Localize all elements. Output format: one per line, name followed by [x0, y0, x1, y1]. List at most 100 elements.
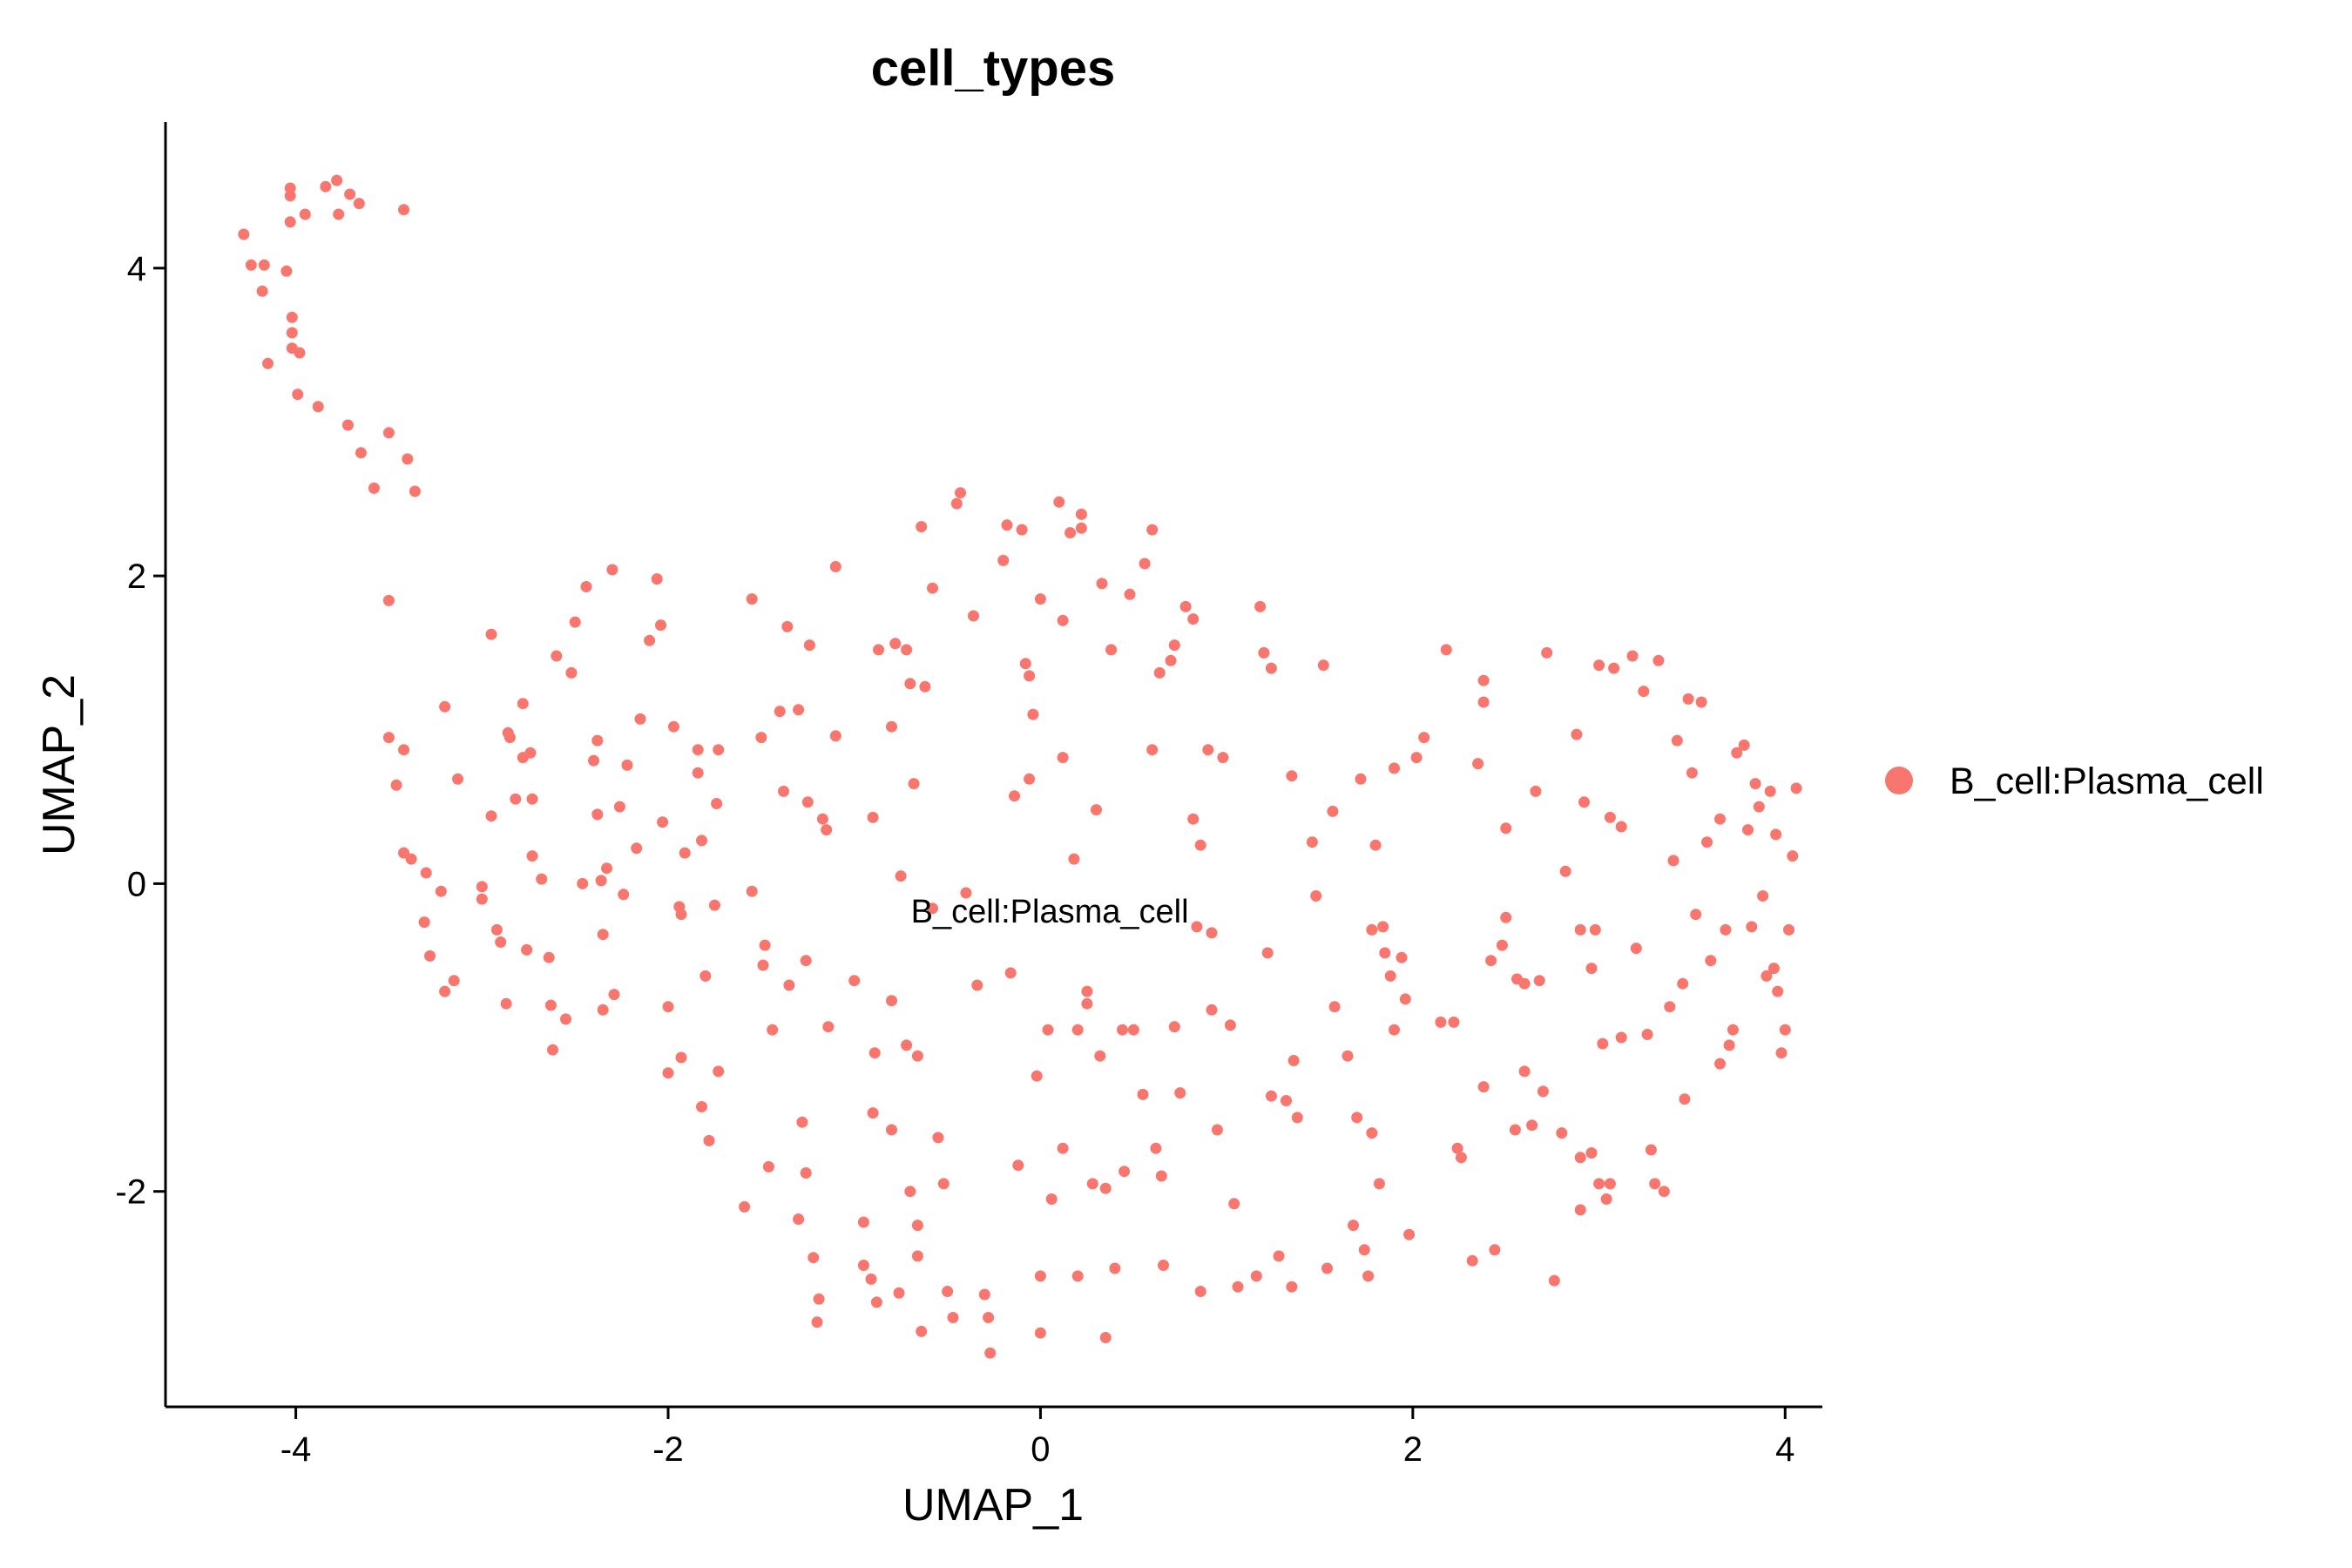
data-point [1574, 923, 1586, 936]
data-point [1682, 693, 1694, 705]
data-point [1317, 659, 1329, 672]
data-point [1228, 1198, 1240, 1210]
data-point [1767, 963, 1780, 975]
data-point [927, 902, 938, 915]
data-point [238, 228, 250, 240]
data-point [1548, 1274, 1560, 1287]
data-point [292, 389, 304, 401]
data-point [1206, 927, 1218, 939]
data-point [1024, 773, 1036, 785]
data-point [1667, 855, 1680, 867]
x-tick-label: -4 [280, 1430, 312, 1469]
cluster-label: B_cell:Plasma_cell [911, 894, 1189, 930]
data-point [857, 1260, 869, 1271]
data-point [1373, 1178, 1385, 1190]
data-point [1664, 1001, 1676, 1013]
data-point [312, 401, 324, 413]
data-point [333, 208, 345, 220]
data-point [1389, 762, 1400, 774]
data-point [1265, 1090, 1277, 1102]
data-point [1086, 1178, 1098, 1190]
data-point [485, 810, 497, 822]
data-point [1137, 1088, 1149, 1100]
data-point [1686, 767, 1698, 779]
data-point [405, 853, 417, 865]
data-point [1146, 744, 1159, 756]
data-point [1258, 646, 1270, 659]
data-point [1779, 1024, 1791, 1036]
data-point [873, 644, 884, 656]
data-point [1585, 1147, 1598, 1159]
data-point [803, 639, 815, 652]
data-point [1081, 985, 1093, 997]
data-point [286, 311, 298, 323]
data-point [569, 616, 581, 628]
data-point [1604, 811, 1616, 823]
data-point [608, 989, 620, 1001]
data-point [1099, 1182, 1112, 1194]
data-point [1500, 822, 1512, 835]
data-point [800, 955, 812, 967]
data-point [767, 1024, 779, 1036]
data-point [1638, 686, 1650, 698]
data-point [822, 1021, 835, 1033]
data-point [1770, 828, 1782, 841]
data-point [1094, 1050, 1106, 1062]
data-point [1034, 1270, 1046, 1282]
data-point [1518, 1065, 1531, 1078]
data-point [1194, 1286, 1206, 1297]
data-point [1153, 666, 1166, 679]
data-point [510, 793, 522, 805]
data-point [713, 1065, 725, 1078]
data-point [1761, 970, 1773, 982]
data-point [588, 754, 599, 767]
data-point [1250, 1270, 1262, 1282]
data-point [696, 1101, 707, 1112]
x-tick-label: 4 [1775, 1430, 1794, 1469]
data-point [1075, 508, 1087, 520]
data-point [1075, 522, 1087, 534]
data-point [1281, 1095, 1292, 1106]
data-point [800, 1167, 812, 1179]
data-point [1019, 658, 1031, 670]
data-point [634, 713, 646, 725]
data-point [937, 1178, 950, 1190]
data-point [711, 798, 723, 809]
data-point [1291, 1112, 1303, 1124]
data-point [631, 842, 643, 855]
data-point [420, 867, 432, 879]
data-point [1179, 600, 1192, 612]
data-point [893, 1287, 905, 1299]
data-point [916, 521, 928, 533]
data-point [1466, 1254, 1478, 1267]
data-point [739, 1200, 751, 1213]
data-point [390, 779, 402, 791]
data-point [829, 730, 841, 742]
data-point [759, 939, 771, 951]
data-point [1500, 911, 1512, 923]
data-point [402, 453, 414, 465]
data-point [618, 889, 630, 901]
data-point [591, 808, 604, 821]
data-point [355, 447, 367, 459]
data-point [1753, 801, 1765, 813]
data-point [1448, 1016, 1460, 1028]
data-point [1071, 1024, 1084, 1036]
data-point [1509, 1124, 1521, 1136]
data-point [1472, 758, 1484, 770]
data-point [1658, 1186, 1670, 1198]
chart-title: cell_types [871, 40, 1116, 97]
data-point [978, 1288, 990, 1301]
data-point [613, 801, 625, 813]
data-point [911, 1050, 923, 1062]
data-point [1593, 1178, 1605, 1190]
legend-key-b-cell-plasma-cell [1885, 767, 1913, 794]
data-point [398, 847, 409, 859]
data-point [1764, 785, 1776, 797]
data-point [245, 259, 257, 271]
data-point [971, 979, 983, 991]
data-point [341, 419, 354, 431]
data-point [1064, 527, 1077, 539]
data-point [536, 873, 548, 885]
